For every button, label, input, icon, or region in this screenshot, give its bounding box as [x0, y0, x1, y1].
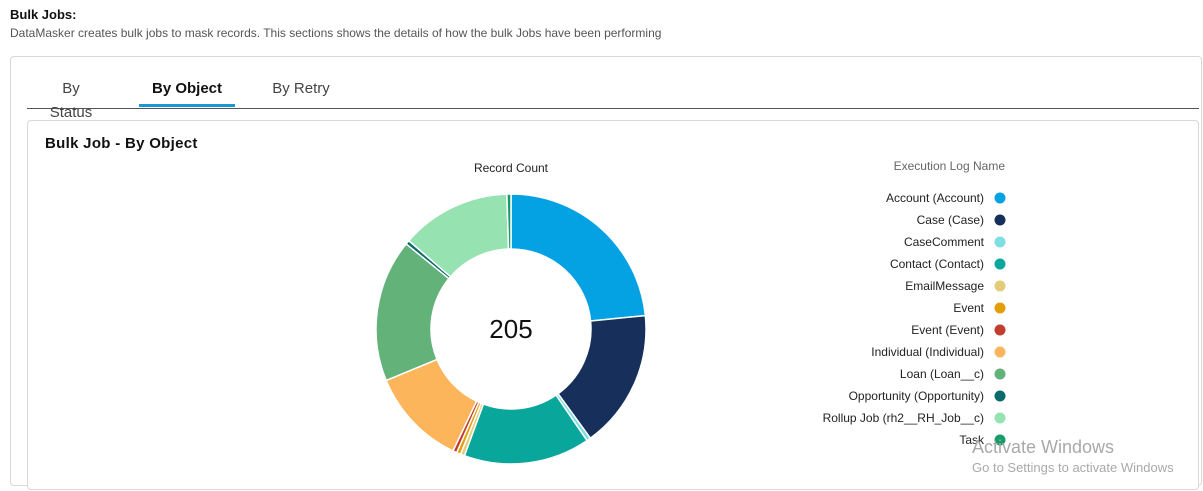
tab-by-object[interactable]: By Object	[139, 77, 235, 107]
legend-swatch	[994, 346, 1006, 358]
legend-item-opportunity-opportunity[interactable]: Opportunity (Opportunity)	[849, 389, 1006, 403]
legend-swatch	[994, 390, 1006, 402]
legend-item-casecomment[interactable]: CaseComment	[904, 235, 1006, 249]
donut-center-total: 205	[489, 314, 532, 344]
watermark-line-2: Go to Settings to activate Windows	[972, 460, 1174, 475]
tab-bar: By Status By Object By Retry	[27, 77, 1199, 121]
section-description: DataMasker creates bulk jobs to mask rec…	[10, 26, 662, 40]
legend-swatch	[994, 412, 1006, 424]
watermark-line-1: Activate Windows	[972, 437, 1115, 457]
legend-item-contact-contact[interactable]: Contact (Contact)	[890, 257, 1006, 271]
legend-label: Individual (Individual)	[871, 345, 984, 359]
bulk-jobs-header: Bulk Jobs: DataMasker creates bulk jobs …	[10, 6, 1190, 42]
legend-label: Opportunity (Opportunity)	[849, 389, 984, 403]
tab-by-retry[interactable]: By Retry	[272, 80, 330, 97]
legend-title: Execution Log Name	[894, 159, 1006, 173]
legend-swatch	[994, 280, 1006, 292]
legend-label: Event (Event)	[911, 323, 984, 337]
legend-label: Account (Account)	[886, 191, 984, 205]
legend-swatch	[994, 368, 1006, 380]
legend-item-emailmessage[interactable]: EmailMessage	[905, 279, 1006, 293]
legend-item-loan-loan-c[interactable]: Loan (Loan__c)	[900, 367, 1006, 381]
section-title: Bulk Jobs:	[10, 7, 77, 22]
legend-swatch	[994, 214, 1006, 226]
windows-activation-watermark: Activate Windows Go to Settings to activ…	[972, 436, 1174, 477]
legend-item-rollup-job-rh2-rh-job-c[interactable]: Rollup Job (rh2__RH_Job__c)	[823, 411, 1006, 425]
legend-item-individual-individual[interactable]: Individual (Individual)	[871, 345, 1006, 359]
legend-swatch	[994, 236, 1006, 248]
legend-label: Task	[959, 433, 985, 447]
pie-slice-task[interactable]	[506, 193, 512, 250]
legend-swatch	[994, 434, 1006, 446]
legend-swatch	[994, 192, 1006, 204]
legend-swatch	[994, 324, 1006, 336]
legend-item-event-event[interactable]: Event (Event)	[911, 323, 1006, 337]
legend-label: Rollup Job (rh2__RH_Job__c)	[823, 411, 984, 425]
legend-label: Contact (Contact)	[890, 257, 984, 271]
legend-label: Loan (Loan__c)	[900, 367, 984, 381]
legend-label: Case (Case)	[917, 213, 984, 227]
legend-swatch	[994, 258, 1006, 270]
legend-item-account-account[interactable]: Account (Account)	[886, 191, 1006, 205]
legend-label: Event	[953, 301, 984, 315]
legend-label: CaseComment	[904, 235, 985, 249]
legend-item-case-case[interactable]: Case (Case)	[917, 213, 1006, 227]
bulk-jobs-panel: By Status By Object By Retry Bulk Job - …	[10, 56, 1202, 490]
legend-item-event[interactable]: Event	[953, 301, 1006, 315]
chart-subtitle: Record Count	[474, 161, 549, 175]
chart-card: Bulk Job - By Object Record Count 205 Exec…	[27, 120, 1199, 490]
legend-label: EmailMessage	[905, 279, 984, 293]
legend-item-task[interactable]: Task	[959, 433, 1006, 447]
donut-chart: Record Count 205 Execution Log Name Account…	[375, 159, 1006, 465]
legend-swatch	[994, 302, 1006, 314]
card-title: Bulk Job - By Object	[45, 135, 198, 152]
pie-slice-account-account[interactable]	[510, 193, 647, 322]
tab-by-status[interactable]: By Status	[49, 80, 93, 121]
